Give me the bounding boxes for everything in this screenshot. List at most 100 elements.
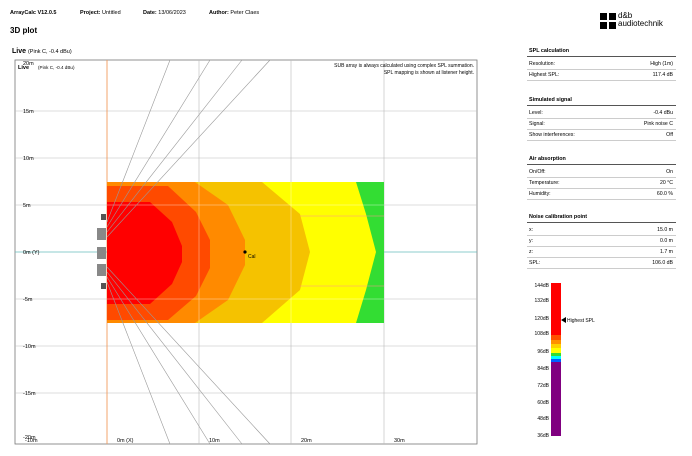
scale-tick-label: 72dB xyxy=(537,383,549,389)
panel-row: Temperature: 20 °C xyxy=(527,178,676,189)
brand-logo: d&b audiotechnik xyxy=(600,12,680,36)
panel-row: Level: -0.4 dBu xyxy=(527,108,676,119)
date-value: 13/06/2023 xyxy=(158,10,186,16)
air-absorption-panel: Air absorption On/Off: On Temperature: 20 … xyxy=(527,156,676,200)
row-value: 117.4 dB xyxy=(652,72,673,78)
panel-row: Resolution: High (1m) xyxy=(527,59,676,70)
y-tick-label: -5m xyxy=(23,297,33,303)
scale-band-purple xyxy=(551,362,561,436)
y-tick-label: 15m xyxy=(23,109,34,115)
panel-title: Air absorption xyxy=(527,156,676,165)
panel-row: z: 1.7 m xyxy=(527,247,676,258)
speaker-icon[interactable] xyxy=(101,283,106,289)
row-label: Show interferences: xyxy=(529,132,575,138)
panel-row: Humidity: 60.0 % xyxy=(527,189,676,200)
plot-title-main: Live xyxy=(12,48,27,55)
scale-band-orange-red xyxy=(551,335,561,340)
row-value: -0.4 dBu xyxy=(653,110,673,116)
app-version: ArrayCalc V12.0.5 xyxy=(10,10,57,16)
scale-tick-label: 96dB xyxy=(537,349,549,355)
y-tick-label: -15m xyxy=(23,391,36,397)
project-info: Project: Untitled xyxy=(80,10,121,16)
plot-note-1: SUB array is always calculated using com… xyxy=(334,63,474,69)
highest-spl-label: Highest SPL xyxy=(567,318,595,324)
speaker-array[interactable] xyxy=(97,214,106,289)
brand-logo-icon xyxy=(600,13,616,29)
brand-logo-line1: d&b xyxy=(618,11,633,20)
scale-tick-label: 108dB xyxy=(535,331,550,337)
scale-band-blue xyxy=(551,359,561,362)
row-value: 106.0 dB xyxy=(652,260,673,266)
row-label: z: xyxy=(529,249,534,255)
spl-zone-green xyxy=(356,182,384,323)
page-title: 3D plot xyxy=(10,26,38,35)
date-info: Date: 13/06/2023 xyxy=(143,10,186,16)
y-tick-label: 20m xyxy=(23,61,34,67)
x-tick-label: 0m (X) xyxy=(117,438,134,444)
row-label: SPL: xyxy=(529,260,541,266)
speaker-icon[interactable] xyxy=(97,264,106,276)
calibration-point[interactable] xyxy=(243,250,247,254)
spl-map-grid xyxy=(107,182,384,323)
panel-row: x: 15.0 m xyxy=(527,225,676,236)
row-label: On/Off: xyxy=(529,169,546,175)
project-label: Project: xyxy=(80,10,101,16)
x-tick-label: 20m xyxy=(301,438,312,444)
row-label: Temperature: xyxy=(529,180,560,186)
simulated-signal-panel: Simulated signal Level: -0.4 dBu Signal: P… xyxy=(527,97,676,141)
row-label: Level: xyxy=(529,110,543,116)
plot-title-subtitle: (Pink C, -0.4 dBu) xyxy=(27,49,72,55)
dispersion-lines xyxy=(106,59,271,445)
scale-band-cyan xyxy=(551,356,561,359)
y-tick-label: 10m xyxy=(23,156,34,162)
y-tick-label: -10m xyxy=(23,344,36,350)
scale-tick-label: 60dB xyxy=(537,400,549,406)
scale-tick-label: 132dB xyxy=(535,298,550,304)
speaker-icon[interactable] xyxy=(101,214,106,220)
speaker-icon[interactable] xyxy=(97,228,106,240)
spl-color-scale: Highest SPL xyxy=(551,283,595,436)
scale-band-yellow-orange xyxy=(551,344,561,348)
panel-row: Signal: Pink noise C xyxy=(527,119,676,130)
scale-band-yellow xyxy=(551,348,561,353)
panel-row: Show interferences: Off xyxy=(527,130,676,141)
brand-logo-line2: audiotechnik xyxy=(618,19,663,28)
y-tick-label: 0m (Y) xyxy=(23,250,40,256)
row-value: On xyxy=(666,169,673,175)
speaker-icon[interactable] xyxy=(97,247,106,259)
row-label: Humidity: xyxy=(529,191,551,197)
y-tick-label: 5m xyxy=(23,203,31,209)
scale-band-orange xyxy=(551,340,561,344)
x-axis-labels: -10m 0m (X) 10m 20m 30m xyxy=(25,438,405,444)
panel-title: Noise calibration point xyxy=(527,214,676,223)
x-tick-label: 30m xyxy=(394,438,405,444)
plot-inner-subtitle: (Pink C, -0.4 dBu) xyxy=(38,65,75,70)
scale-band-red xyxy=(551,283,561,335)
author-label: Author: xyxy=(209,10,229,16)
scale-tick-label: 84dB xyxy=(537,366,549,372)
x-tick-label: -10m xyxy=(25,438,38,444)
date-label: Date: xyxy=(143,10,157,16)
row-value: 20 °C xyxy=(659,180,673,186)
spl-map xyxy=(107,182,384,323)
row-value: Pink noise C xyxy=(643,121,673,127)
row-value: 1.7 m xyxy=(660,249,673,255)
listener-lines xyxy=(300,215,384,287)
row-label: x: xyxy=(529,227,534,233)
row-value: 15.0 m xyxy=(657,227,673,233)
row-value: 60.0 % xyxy=(656,191,673,197)
scale-tick-label: 48dB xyxy=(537,416,549,422)
author-value: Peter Claes xyxy=(230,10,260,16)
highest-spl-marker-icon xyxy=(561,317,566,323)
x-tick-label: 10m xyxy=(209,438,220,444)
author-info: Author: Peter Claes xyxy=(209,10,259,16)
panel-row: SPL: 106.0 dB xyxy=(527,258,676,269)
y-axis-labels: 20m 15m 10m 5m 0m (Y) -5m -10m -15m -20m xyxy=(23,61,40,441)
panel-row: Highest SPL: 117.4 dB xyxy=(527,70,676,81)
noise-calibration-panel: Noise calibration point x: 15.0 m y: 0.0 m… xyxy=(527,214,676,269)
plot-note-2: SPL mapping is shown at listener height. xyxy=(384,70,474,76)
scale-tick-label: 120dB xyxy=(535,316,550,322)
row-value: 0.0 m xyxy=(660,238,673,244)
row-label: Signal: xyxy=(529,121,545,127)
